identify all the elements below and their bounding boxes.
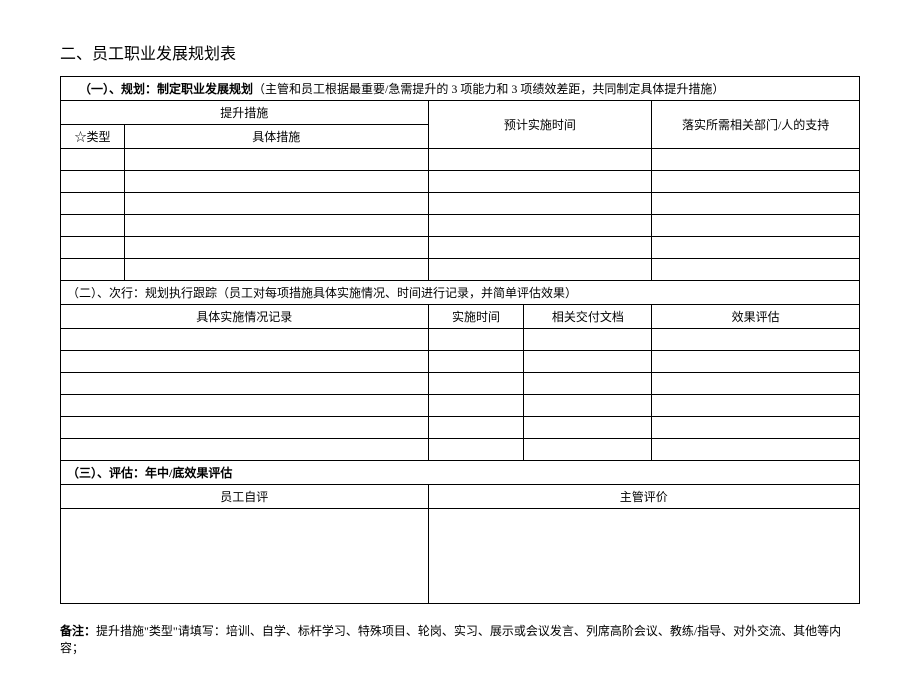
section2-header: （二）、次行：规划执行跟踪（员工对每项措施具体实施情况、时间进行记录，并简单评估… (61, 281, 860, 305)
table-row (61, 193, 860, 215)
table-row (61, 259, 860, 281)
footnote-label: 备注： (60, 624, 96, 638)
footnote-text: 提升措施"类型"请填写：培训、自学、标杆学习、特殊项目、轮岗、实习、展示或会议发… (60, 624, 841, 655)
table-row (61, 509, 860, 604)
table-row (61, 149, 860, 171)
table-row (61, 417, 860, 439)
table-row (61, 373, 860, 395)
section2-columns-row: 具体实施情况记录 实施时间 相关交付文档 效果评估 (61, 305, 860, 329)
col-eval: 效果评估 (652, 305, 860, 329)
table-row (61, 439, 860, 461)
col-doc: 相关交付文档 (524, 305, 652, 329)
col-impl-time: 实施时间 (428, 305, 524, 329)
section1-columns-row1: 提升措施 预计实施时间 落实所需相关部门/人的支持 (61, 101, 860, 125)
section1-header: （一）、规划：制定职业发展规划（主管和员工根据最重要/急需提升的 3 项能力和 … (61, 77, 860, 101)
career-plan-table: （一）、规划：制定职业发展规划（主管和员工根据最重要/急需提升的 3 项能力和 … (60, 76, 860, 604)
col-detail: 具体措施 (124, 125, 428, 149)
col-support: 落实所需相关部门/人的支持 (652, 101, 860, 149)
col-record: 具体实施情况记录 (61, 305, 429, 329)
table-row (61, 171, 860, 193)
section1-label-bold: （一）、规划：制定职业发展规划 (79, 82, 253, 96)
table-row (61, 237, 860, 259)
section3-header: （三）、评估：年中/底效果评估 (61, 461, 860, 485)
table-row (61, 215, 860, 237)
page-title: 二、员工职业发展规划表 (60, 40, 860, 64)
section1-header-row: （一）、规划：制定职业发展规划（主管和员工根据最重要/急需提升的 3 项能力和 … (61, 77, 860, 101)
section3-columns-row: 员工自评 主管评价 (61, 485, 860, 509)
col-mgr: 主管评价 (428, 485, 859, 509)
section1-label-sub: （主管和员工根据最重要/急需提升的 3 项能力和 3 项绩效差距，共同制定具体提… (253, 82, 724, 96)
col-measure: 提升措施 (61, 101, 429, 125)
col-type: ☆类型 (61, 125, 125, 149)
table-row (61, 395, 860, 417)
table-row (61, 351, 860, 373)
col-self: 员工自评 (61, 485, 429, 509)
section2-header-row: （二）、次行：规划执行跟踪（员工对每项措施具体实施情况、时间进行记录，并简单评估… (61, 281, 860, 305)
col-time: 预计实施时间 (428, 101, 652, 149)
section3-header-row: （三）、评估：年中/底效果评估 (61, 461, 860, 485)
table-row (61, 329, 860, 351)
